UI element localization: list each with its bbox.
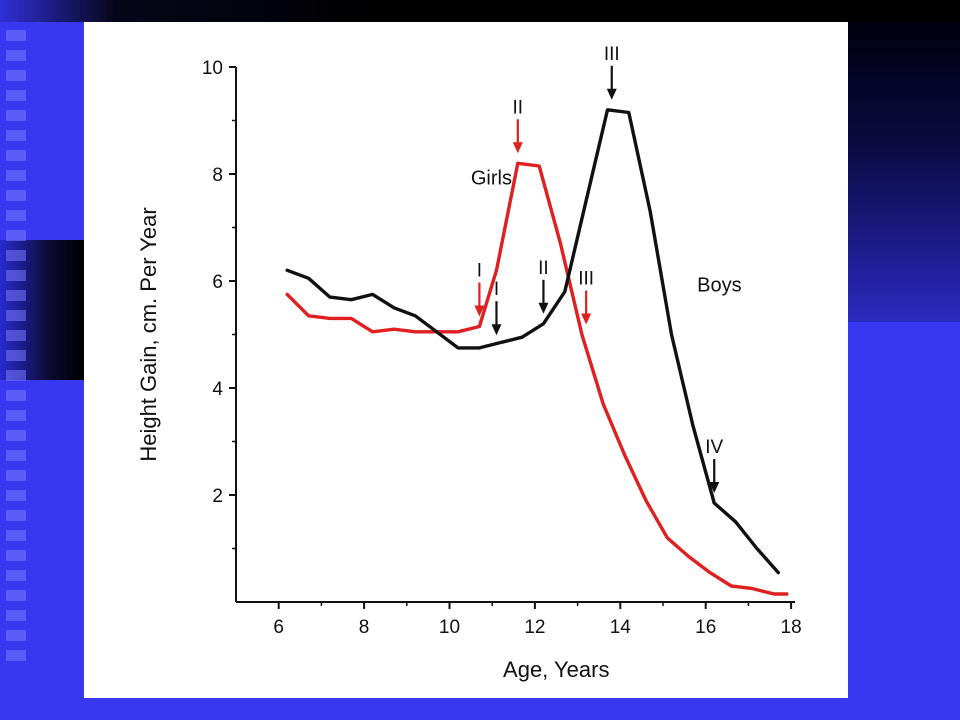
x-tick-label: 6 — [273, 617, 284, 638]
arrow-head — [581, 313, 592, 325]
slide-square-pattern — [6, 30, 26, 670]
slide-top-band — [0, 0, 960, 22]
stage-arrow-girls-iii: III — [578, 269, 594, 325]
y-tick-label: 6 — [212, 272, 223, 293]
y-tick-label: 8 — [212, 165, 223, 186]
stage-label: II — [538, 258, 549, 279]
x-tick-label: 8 — [359, 617, 370, 638]
stage-arrow-girls-ii: II — [512, 97, 524, 154]
arrow-head — [491, 324, 502, 336]
stage-label: III — [604, 44, 620, 65]
x-tick-label: 14 — [610, 617, 632, 638]
series-line-boys — [285, 108, 780, 575]
stage-label: II — [513, 97, 524, 118]
y-tick-label: 10 — [202, 58, 223, 79]
y-tick-label: 4 — [212, 379, 223, 400]
arrow-head — [709, 482, 720, 494]
stage-label: I — [477, 260, 482, 281]
stage-arrow-boys-iv: IV — [705, 437, 724, 494]
arrow-head — [474, 305, 485, 317]
series-label-boys: Boys — [697, 275, 741, 297]
y-axis-title: Height Gain, cm. Per Year — [136, 207, 161, 461]
stage-arrow-boys-ii: II — [538, 258, 549, 314]
series-labels: Girls Boys — [471, 168, 742, 297]
x-tick-label: 18 — [781, 617, 802, 638]
series-lines — [285, 108, 789, 596]
stage-label: I — [494, 279, 499, 300]
slide-right-band — [848, 22, 960, 322]
ticks: 6 8 10 12 14 16 18 2 4 6 8 10 — [202, 58, 802, 638]
stage-arrow-girls-i: I — [474, 260, 485, 317]
stage-label: III — [578, 269, 594, 290]
arrow-head — [606, 88, 617, 100]
x-tick-label: 16 — [695, 617, 716, 638]
chart-card: 6 8 10 12 14 16 18 2 4 6 8 10 I II III I II III IV Girls B… — [84, 22, 848, 698]
x-tick-label: 10 — [439, 617, 460, 638]
arrow-head — [538, 302, 549, 314]
stage-label: IV — [705, 437, 723, 458]
arrow-head — [512, 142, 523, 154]
y-tick-label: 2 — [212, 486, 223, 507]
stage-arrow-boys-i: I — [491, 279, 502, 336]
x-axis-title: Age, Years — [503, 657, 609, 682]
stage-arrow-boys-iii: III — [604, 44, 620, 100]
x-tick-label: 12 — [524, 617, 545, 638]
series-line-girls — [285, 161, 789, 596]
series-label-girls: Girls — [471, 168, 512, 190]
